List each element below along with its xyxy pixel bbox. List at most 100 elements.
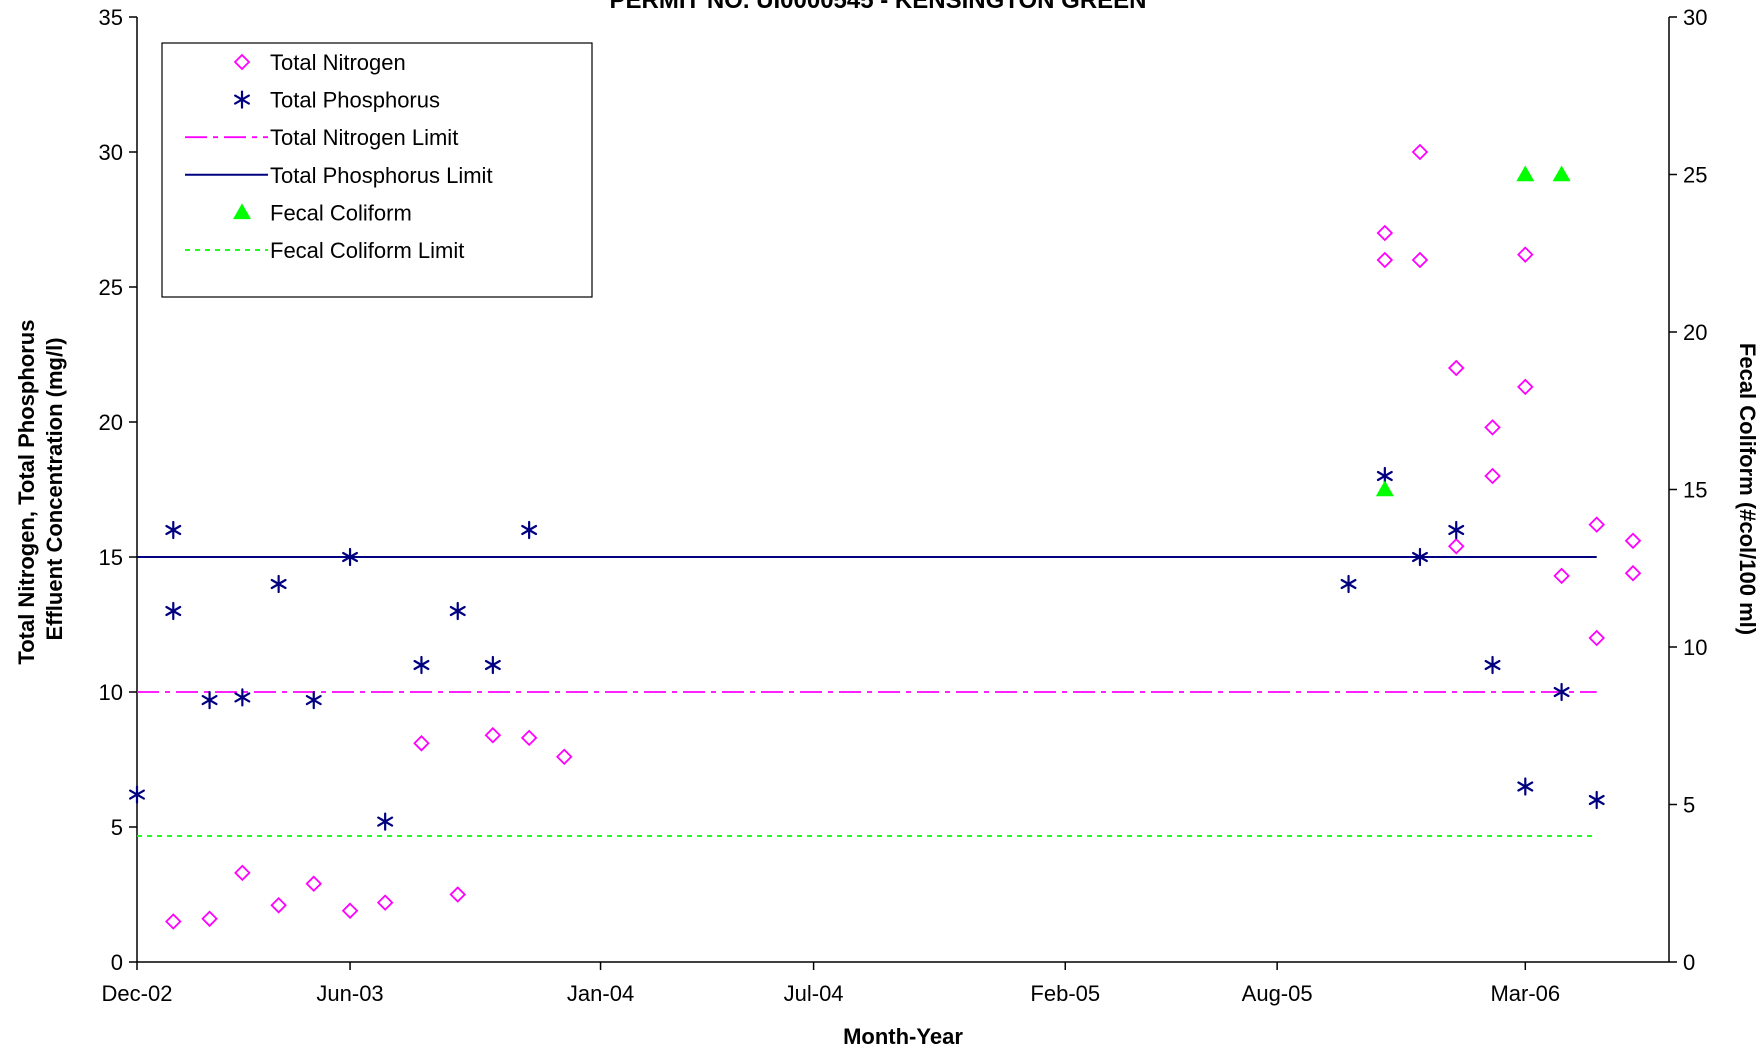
total-nitrogen-point <box>1411 143 1429 161</box>
fecal-coliform-point <box>1516 165 1535 182</box>
total-nitrogen-point <box>1411 251 1429 269</box>
left-tick-label: 20 <box>99 410 123 435</box>
right-tick-label: 20 <box>1683 320 1707 345</box>
total-nitrogen-point <box>341 902 359 919</box>
total-nitrogen-point <box>413 735 430 752</box>
total-nitrogen-point <box>1553 567 1570 585</box>
total-phosphorus-point-stroke <box>521 524 538 536</box>
limit-lines <box>137 556 1597 837</box>
total-phosphorus-point-stroke <box>165 524 182 536</box>
total-nitrogen-point <box>1484 419 1501 436</box>
total-nitrogen-point <box>1517 378 1534 396</box>
left-tick-label: 10 <box>99 680 123 705</box>
total-phosphorus-point-stroke <box>1484 659 1501 671</box>
total-phosphorus-point-stroke <box>1340 578 1357 590</box>
total-phosphorus-point <box>1340 574 1357 594</box>
total-phosphorus-point <box>1517 777 1534 796</box>
total-phosphorus-point-stroke <box>1517 781 1534 792</box>
left-axis-ticks: 0 5 10 15 20 25 30 35 <box>99 5 137 975</box>
legend-symbol-total-phosphorus <box>234 90 250 109</box>
x-tick-label: Aug-05 <box>1242 981 1313 1006</box>
total-phosphorus-point <box>377 812 394 831</box>
legend-label-fecal-coliform-limit: Fecal Coliform Limit <box>270 238 464 263</box>
total-nitrogen-point <box>484 726 502 744</box>
total-phosphorus-point-stroke <box>1376 470 1393 482</box>
total-phosphorus-point-stroke <box>201 694 218 706</box>
chart-title: PERMIT NO. UI0000545 - KENSINGTON GREEN <box>609 0 1146 14</box>
total-phosphorus-point <box>305 690 322 710</box>
total-phosphorus-point-stroke <box>377 816 394 827</box>
total-phosphorus-point-stroke <box>413 659 430 671</box>
data-markers <box>129 143 1642 930</box>
total-nitrogen-point <box>1376 251 1394 269</box>
left-tick-label: 15 <box>99 545 123 570</box>
total-nitrogen-point <box>1624 564 1642 582</box>
total-nitrogen-point <box>234 864 251 882</box>
total-phosphorus-point-stroke <box>1588 794 1605 806</box>
total-nitrogen-point <box>520 729 538 747</box>
total-phosphorus-point <box>1411 547 1428 567</box>
total-nitrogen-point <box>1588 516 1605 533</box>
total-nitrogen-point <box>270 897 287 914</box>
left-tick-label: 25 <box>99 275 123 300</box>
legend-box <box>161 42 593 298</box>
total-nitrogen-point <box>1588 629 1605 647</box>
total-phosphorus-point <box>270 574 287 594</box>
fecal-coliform-point <box>1552 165 1571 182</box>
total-phosphorus-point-stroke <box>165 605 182 617</box>
total-nitrogen-point <box>305 875 323 892</box>
total-nitrogen-point <box>555 748 573 766</box>
x-tick-label: Jul-04 <box>784 981 844 1006</box>
y-axis-left-label: Total Nitrogen, Total Phosphorus Effluen… <box>14 313 67 664</box>
total-phosphorus-point <box>1484 655 1501 675</box>
legend-label-fecal-coliform: Fecal Coliform <box>270 200 412 225</box>
total-phosphorus-point <box>449 601 466 621</box>
total-phosphorus-point <box>413 655 430 675</box>
total-nitrogen-point <box>201 910 218 928</box>
right-tick-label: 5 <box>1683 793 1695 818</box>
total-phosphorus-point <box>521 520 538 540</box>
total-phosphorus-point-stroke <box>1553 686 1570 698</box>
legend-symbol-fecal-coliform <box>233 203 251 220</box>
total-phosphorus-point-stroke <box>234 692 251 703</box>
y-axis-right-label: Fecal Coliform (#col/100 ml) <box>1735 343 1760 635</box>
right-tick-label: 25 <box>1683 163 1707 188</box>
total-phosphorus-point <box>342 547 359 567</box>
legend-label-total-nitrogen-limit: Total Nitrogen Limit <box>270 125 458 150</box>
total-nitrogen-point <box>449 886 467 903</box>
legend-symbol-total-nitrogen <box>233 53 251 71</box>
total-phosphorus-point-stroke <box>305 694 322 706</box>
total-phosphorus-point-stroke <box>129 789 145 800</box>
total-nitrogen-point <box>1624 532 1642 550</box>
left-tick-label: 35 <box>99 5 123 30</box>
x-axis-label: Month-Year <box>843 1024 963 1049</box>
legend-label-total-phosphorus: Total Phosphorus <box>270 88 440 113</box>
left-tick-label: 30 <box>99 140 123 165</box>
total-nitrogen-point <box>1376 224 1394 242</box>
total-nitrogen-point <box>1517 246 1534 263</box>
total-phosphorus-point <box>129 785 145 804</box>
legend-label-total-nitrogen: Total Nitrogen <box>270 50 406 75</box>
total-nitrogen-point <box>1447 537 1465 555</box>
total-phosphorus-point <box>1448 520 1465 540</box>
left-tick-label: 0 <box>111 950 123 975</box>
total-phosphorus-point <box>165 601 182 621</box>
x-axis-ticks: Dec-02 Jun-03 Jan-04 Jul-04 Feb-05 Aug-05 Mar-… <box>102 962 1560 1006</box>
right-axis-ticks: 0 5 10 15 20 25 30 <box>1669 5 1707 975</box>
right-tick-label: 10 <box>1683 635 1707 660</box>
total-phosphorus-point <box>484 655 501 675</box>
left-tick-label: 5 <box>111 815 123 840</box>
total-phosphorus-point <box>234 688 251 707</box>
total-phosphorus-point-stroke <box>449 605 466 617</box>
legend-symbol-total-phosphorus-stroke <box>234 94 250 105</box>
legend: Total Nitrogen Total Phosphorus Total Nitr… <box>161 42 593 298</box>
total-phosphorus-point <box>201 690 218 710</box>
total-phosphorus-point-stroke <box>1411 551 1428 563</box>
total-phosphorus-point-stroke <box>270 578 287 590</box>
legend-label-total-phosphorus-limit: Total Phosphorus Limit <box>270 163 493 188</box>
right-tick-label: 0 <box>1683 950 1695 975</box>
total-phosphorus-point-stroke <box>1448 524 1465 536</box>
x-tick-label: Jun-03 <box>316 981 383 1006</box>
right-tick-label: 15 <box>1683 478 1707 503</box>
x-tick-label: Dec-02 <box>102 981 173 1006</box>
